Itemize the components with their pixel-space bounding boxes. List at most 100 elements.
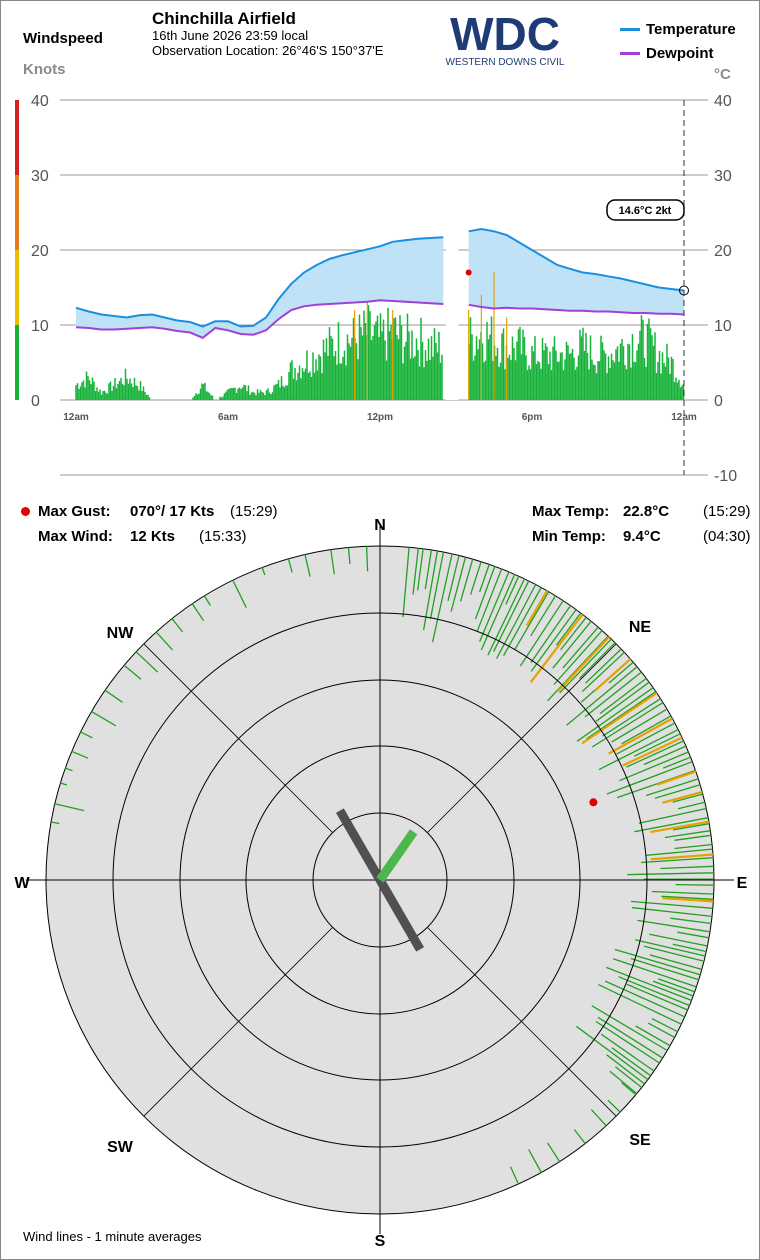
x-tick-1: 6am [218, 412, 238, 423]
footer-note: Wind lines - 1 minute averages [23, 1229, 202, 1244]
direction-line-29 [562, 626, 599, 669]
direction-line-132 [330, 549, 336, 575]
max-wind-value: 12 Kts [130, 528, 176, 545]
direction-line-139 [581, 692, 658, 745]
direction-line-82 [634, 939, 706, 957]
direction-line-2 [417, 548, 424, 591]
direction-line-65 [674, 834, 712, 841]
direction-line-42 [576, 687, 654, 742]
diag-a-0 [427, 643, 617, 833]
direction-line-146 [662, 897, 714, 903]
direction-line-64 [664, 830, 711, 839]
max-gust-point [589, 798, 598, 807]
direction-line-49 [598, 729, 679, 771]
direction-line-101 [600, 1033, 655, 1072]
direction-line-117 [65, 767, 73, 772]
direction-line-123 [135, 651, 159, 673]
compass-label-n: N [374, 517, 386, 534]
direction-line-6 [431, 553, 453, 643]
direction-line-19 [496, 584, 537, 659]
legend-dewpoint-swatch [620, 52, 640, 55]
direction-line-144 [650, 820, 710, 834]
direction-line-125 [171, 618, 184, 633]
direction-line-106 [609, 1070, 638, 1095]
direction-line-37 [608, 661, 634, 684]
legend-temperature-swatch [620, 28, 640, 31]
current-badge-text: 14.6°C 2kt [619, 205, 672, 217]
direction-line-131 [304, 554, 311, 577]
left-tick-10: 10 [31, 318, 49, 335]
compass-rings [26, 526, 734, 1234]
direction-line-28 [552, 620, 592, 669]
direction-line-43 [586, 691, 657, 740]
direction-line-112 [528, 1149, 542, 1173]
scale-band-0 [15, 325, 19, 400]
direction-line-67 [646, 848, 713, 856]
left-tick-0: 0 [31, 393, 40, 410]
logo-main: WDC [450, 10, 560, 60]
direction-line-98 [591, 1005, 668, 1052]
x-tick-0: 12am [63, 412, 89, 423]
wind-direction-lines [50, 546, 715, 1185]
direction-line-99 [597, 1016, 663, 1059]
compass-label-sw: SW [107, 1139, 134, 1156]
right-tick-10: 10 [714, 318, 732, 335]
direction-line-113 [509, 1166, 519, 1185]
direction-line-73 [651, 890, 714, 895]
temp-dewpoint-fill [76, 229, 684, 338]
windspeed-bars [75, 272, 685, 400]
direction-line-30 [553, 630, 603, 685]
direction-line-62 [634, 817, 709, 833]
current-badge: 14.6°C 2kt [606, 199, 685, 221]
direction-line-116 [60, 782, 68, 786]
diag-b-1 [143, 643, 333, 833]
direction-line-26 [555, 612, 582, 646]
direction-line-100 [595, 1020, 660, 1064]
direction-line-3 [424, 549, 433, 590]
logo-sub: WESTERN DOWNS CIVIL [446, 57, 565, 68]
compass-label-se: SE [629, 1132, 651, 1149]
direction-line-83 [643, 945, 705, 962]
direction-line-13 [476, 568, 503, 632]
direction-line-105 [614, 1066, 643, 1089]
direction-line-89 [652, 980, 694, 997]
max-wind-time: (15:33) [199, 528, 247, 545]
direction-line-128 [232, 579, 247, 608]
direction-line-88 [658, 978, 695, 993]
direction-line-78 [637, 919, 711, 933]
direction-line-80 [649, 933, 708, 947]
direction-line-22 [530, 595, 557, 637]
direction-line-53 [619, 751, 689, 782]
direction-line-12 [474, 566, 496, 620]
compass-label-e: E [737, 875, 748, 892]
direction-line-0 [402, 547, 410, 618]
direction-line-110 [573, 1129, 586, 1144]
direction-line-23 [519, 600, 564, 667]
left-tick-20: 20 [31, 243, 49, 260]
direction-line-39 [584, 671, 642, 718]
direction-line-108 [607, 1099, 621, 1113]
x-tick-4: 12am [671, 412, 697, 423]
direction-line-41 [595, 681, 650, 722]
max-gust-dot-icon [21, 507, 30, 516]
celsius-label: °C [714, 66, 731, 83]
direction-line-135 [525, 590, 548, 627]
direction-line-87 [612, 958, 697, 988]
direction-line-47 [621, 715, 672, 745]
direction-line-33 [579, 642, 616, 680]
direction-line-97 [635, 1025, 671, 1047]
x-tick-2: 12pm [367, 412, 393, 423]
direction-line-114 [50, 821, 60, 825]
direction-line-15 [480, 574, 516, 651]
direction-line-137 [557, 636, 610, 692]
direction-line-11 [478, 564, 490, 593]
direction-line-127 [203, 595, 211, 606]
direction-line-32 [559, 638, 612, 694]
direction-line-111 [547, 1142, 561, 1162]
max-gust-time: (15:29) [230, 503, 278, 520]
dewpoint-line-0 [75, 299, 444, 339]
dewpoint-line-1 [468, 303, 685, 316]
temp-dew-fill-1 [468, 229, 684, 315]
direction-line-68 [641, 857, 714, 864]
direction-line-46 [611, 708, 668, 743]
